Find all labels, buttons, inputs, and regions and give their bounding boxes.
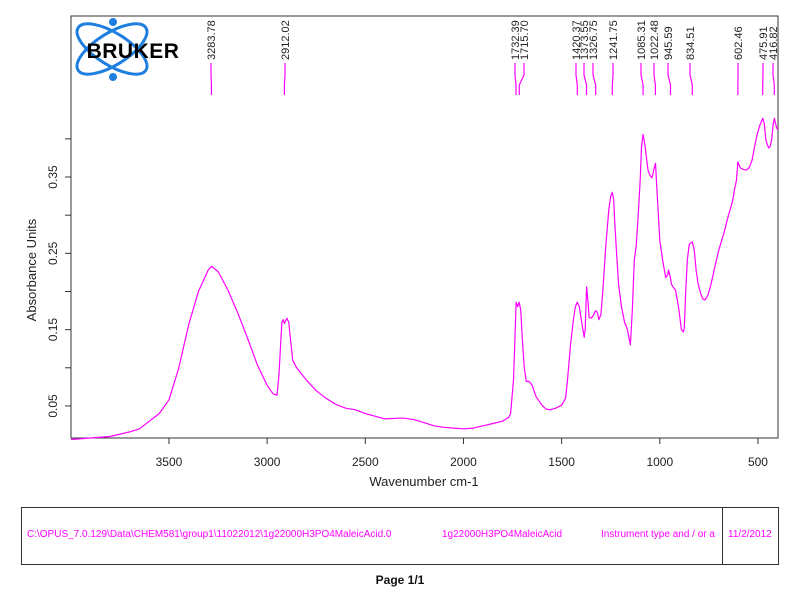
x-tick-label: 2500 [352, 455, 379, 469]
peak-marker [283, 63, 286, 95]
peak-label: 1022.48 [649, 20, 661, 60]
x-tick-label: 1500 [548, 455, 575, 469]
peak-marker [575, 63, 578, 95]
peak-marker [611, 63, 614, 95]
footer-divider [722, 508, 723, 564]
logo-text: BRUKER [87, 40, 180, 63]
peak-label: 416.82 [768, 26, 780, 60]
electron-dot-top [109, 18, 117, 26]
bruker-logo: BRUKER [75, 18, 180, 81]
x-tick-label: 2000 [450, 455, 477, 469]
page-number: Page 1/1 [375, 573, 425, 587]
y-tick-label: 0.35 [46, 165, 60, 189]
spectrum-info-box: C:\OPUS_7.0.129\Data\CHEM581\group1\1102… [21, 507, 779, 565]
x-tick-label: 3500 [156, 455, 183, 469]
y-tick-label: 0.25 [46, 241, 60, 265]
instrument-info: Instrument type and / or a [601, 529, 715, 540]
sample-name: 1g22000H3PO4MaleicAcid [442, 529, 563, 540]
y-axis: 0.05 0.15 0.25 0.35 [46, 138, 71, 418]
x-tick-label: 500 [748, 455, 768, 469]
peak-label: 1420.37 [571, 20, 583, 60]
ir-spectrum-chart: BRUKER 0.05 0.15 0.25 0.35 3500 3000 2500 2000… [24, 15, 780, 489]
measurement-date: 11/2/2012 [728, 529, 772, 540]
peak-label: 834.51 [685, 26, 697, 60]
y-axis-title: Absorbance Units [24, 218, 39, 321]
x-tick-label: 3000 [254, 455, 281, 469]
peak-label: 1241.75 [608, 20, 620, 60]
peak-marker [583, 63, 588, 95]
peak-label: 1373.55 [579, 20, 591, 60]
peak-label: 2912.02 [280, 20, 292, 60]
peak-marker [667, 63, 672, 95]
peak-label: 475.91 [758, 26, 770, 60]
atom-orbit-icon [75, 22, 149, 76]
plot-frame [70, 15, 779, 439]
electron-dot-bottom [109, 73, 117, 81]
x-axis-title: Wavenumber cm-1 [369, 474, 478, 489]
peak-marker [518, 63, 525, 95]
peak-marker [514, 63, 517, 95]
peak-marker [689, 63, 693, 95]
y-tick-label: 0.05 [46, 394, 60, 418]
peak-label: 945.59 [663, 26, 675, 60]
peak-label: 602.46 [733, 26, 745, 60]
peak-marker [653, 63, 657, 95]
peak-label: 1326.75 [588, 20, 600, 60]
peak-marker [592, 63, 597, 95]
file-path: C:\OPUS_7.0.129\Data\CHEM581\group1\1102… [27, 529, 392, 540]
x-axis: 3500 3000 2500 2000 1500 1000 500 [156, 438, 768, 469]
x-tick-label: 1000 [646, 455, 673, 469]
peak-marker [640, 63, 644, 95]
peak-label: 1732.39 [510, 20, 522, 60]
spectrum-line [70, 117, 779, 441]
peak-label: 3283.78 [206, 20, 218, 60]
y-tick-label: 0.15 [46, 318, 60, 342]
peak-marker [772, 63, 775, 95]
peak-label: 1715.70 [519, 20, 531, 60]
peak-label: 1085.31 [636, 20, 648, 60]
